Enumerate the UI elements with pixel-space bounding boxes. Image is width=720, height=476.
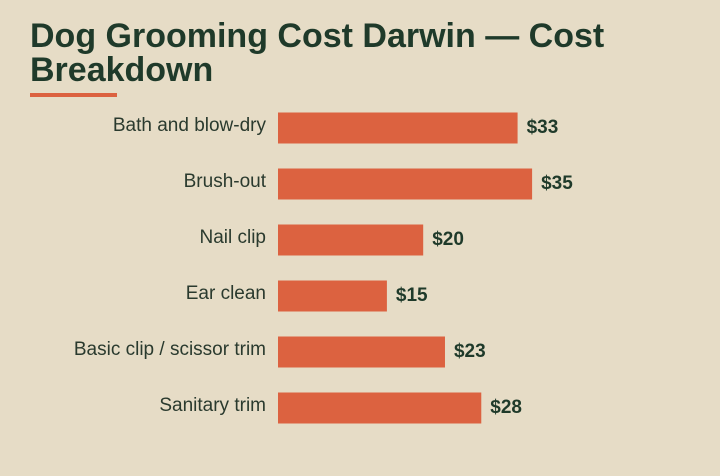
value-label: $20: [432, 229, 464, 250]
category-label: Basic clip / scissor trim: [74, 339, 266, 360]
category-label: Ear clean: [186, 283, 266, 304]
category-label: Sanitary trim: [159, 395, 266, 416]
bar: [278, 392, 482, 424]
title-accent: [30, 93, 117, 97]
category-label: Brush-out: [184, 171, 267, 192]
value-label: $33: [527, 117, 559, 138]
value-label: $15: [396, 285, 428, 306]
value-label: $28: [490, 397, 522, 418]
bar: [278, 112, 518, 144]
value-label: $23: [454, 341, 486, 362]
bar: [278, 168, 533, 200]
bar: [278, 336, 445, 368]
bar: [278, 224, 424, 256]
bar: [278, 280, 387, 312]
category-label: Bath and blow-dry: [113, 115, 267, 136]
chart-title: Dog Grooming Cost Darwin — Cost Breakdow…: [30, 17, 605, 89]
category-label: Nail clip: [199, 227, 266, 248]
value-label: $35: [541, 173, 573, 194]
